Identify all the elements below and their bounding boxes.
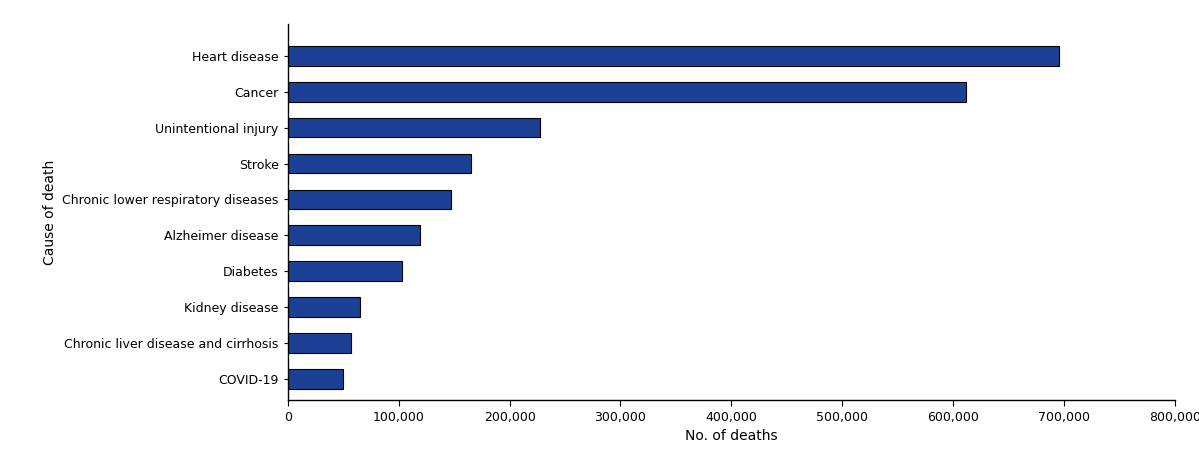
Bar	[288, 333, 350, 353]
Bar	[288, 189, 451, 209]
X-axis label: No. of deaths: No. of deaths	[685, 430, 778, 443]
Bar	[288, 82, 966, 102]
Bar	[288, 154, 471, 173]
Bar	[288, 118, 540, 138]
Bar	[288, 46, 1059, 66]
Y-axis label: Cause of death: Cause of death	[43, 159, 56, 265]
Bar	[288, 226, 420, 245]
Bar	[288, 369, 343, 389]
Bar	[288, 297, 360, 317]
Bar	[288, 261, 403, 281]
